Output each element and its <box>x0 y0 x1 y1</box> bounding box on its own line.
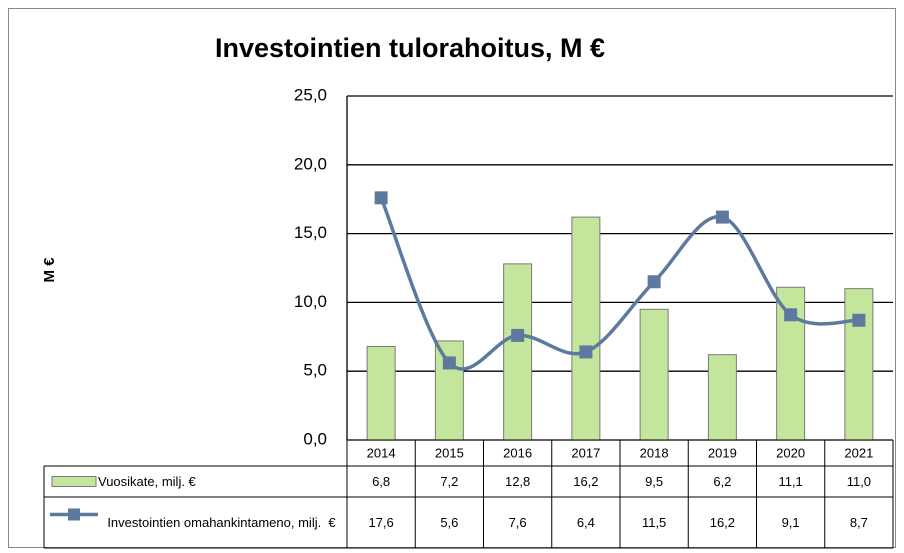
x-tick-label: 2018 <box>640 445 669 460</box>
bar <box>639 308 669 441</box>
legend-cell-box: Vuosikate, milj. € <box>98 466 345 497</box>
table-value: 11,5 <box>642 515 666 530</box>
bar <box>434 340 464 441</box>
y-tick-label: 20,0 <box>294 154 327 173</box>
marker <box>784 308 798 322</box>
table-value: 12,8 <box>505 474 530 489</box>
chart-border <box>8 8 896 548</box>
legend-cell: Vuosikate, milj. € <box>98 466 345 497</box>
table-value: 16,2 <box>710 515 735 530</box>
table-value: 9,5 <box>645 474 663 489</box>
bar <box>366 345 396 441</box>
x-tick-label: 2014 <box>367 445 396 460</box>
y-tick-label: 15,0 <box>294 223 327 242</box>
legend-label: Investointien omahankintameno, milj. € <box>107 514 336 530</box>
chart-title: Investointien tulorahoitus, M € <box>215 33 605 63</box>
legend-swatch <box>68 508 80 521</box>
table-value: 6,2 <box>713 474 731 489</box>
table-value: 6,8 <box>372 474 390 489</box>
x-tick-label: 2021 <box>844 445 873 460</box>
bar <box>707 354 737 441</box>
marker <box>647 275 661 289</box>
table-value: 17,6 <box>368 515 393 530</box>
marker <box>852 313 866 327</box>
legend-swatch <box>51 476 97 487</box>
marker <box>374 191 388 205</box>
y-axis-label: M € <box>41 257 58 283</box>
y-tick-label: 10,0 <box>294 292 327 311</box>
table-value: 6,4 <box>577 515 595 530</box>
table-value: 7,6 <box>509 515 527 530</box>
table-value: 16,2 <box>573 474 598 489</box>
marker <box>442 356 456 370</box>
bar <box>844 288 874 441</box>
marker <box>579 345 593 359</box>
x-tick-label: 2020 <box>776 445 805 460</box>
table-value: 8,7 <box>850 515 868 530</box>
legend-label: Vuosikate, milj. € <box>98 473 196 489</box>
table-value: 11,1 <box>778 474 802 489</box>
y-tick-label: 25,0 <box>294 85 327 104</box>
table-value: 11,0 <box>847 474 871 489</box>
bar <box>571 216 601 441</box>
y-tick-label: 0,0 <box>303 429 327 448</box>
bar <box>503 263 533 441</box>
y-tick-label: 5,0 <box>303 361 327 380</box>
legend-cell-box: Investointien omahankintameno, milj. € <box>98 497 345 548</box>
marker <box>715 210 729 224</box>
x-tick-label: 2015 <box>435 445 464 460</box>
table-value: 7,2 <box>440 474 458 489</box>
table-value: 5,6 <box>440 515 458 530</box>
table-value: 9,1 <box>782 515 800 530</box>
x-tick-label: 2019 <box>708 445 737 460</box>
x-tick-label: 2017 <box>571 445 600 460</box>
legend-cell: Investointien omahankintameno, milj. € <box>98 497 345 548</box>
x-tick-label: 2016 <box>503 445 532 460</box>
marker <box>511 328 525 342</box>
